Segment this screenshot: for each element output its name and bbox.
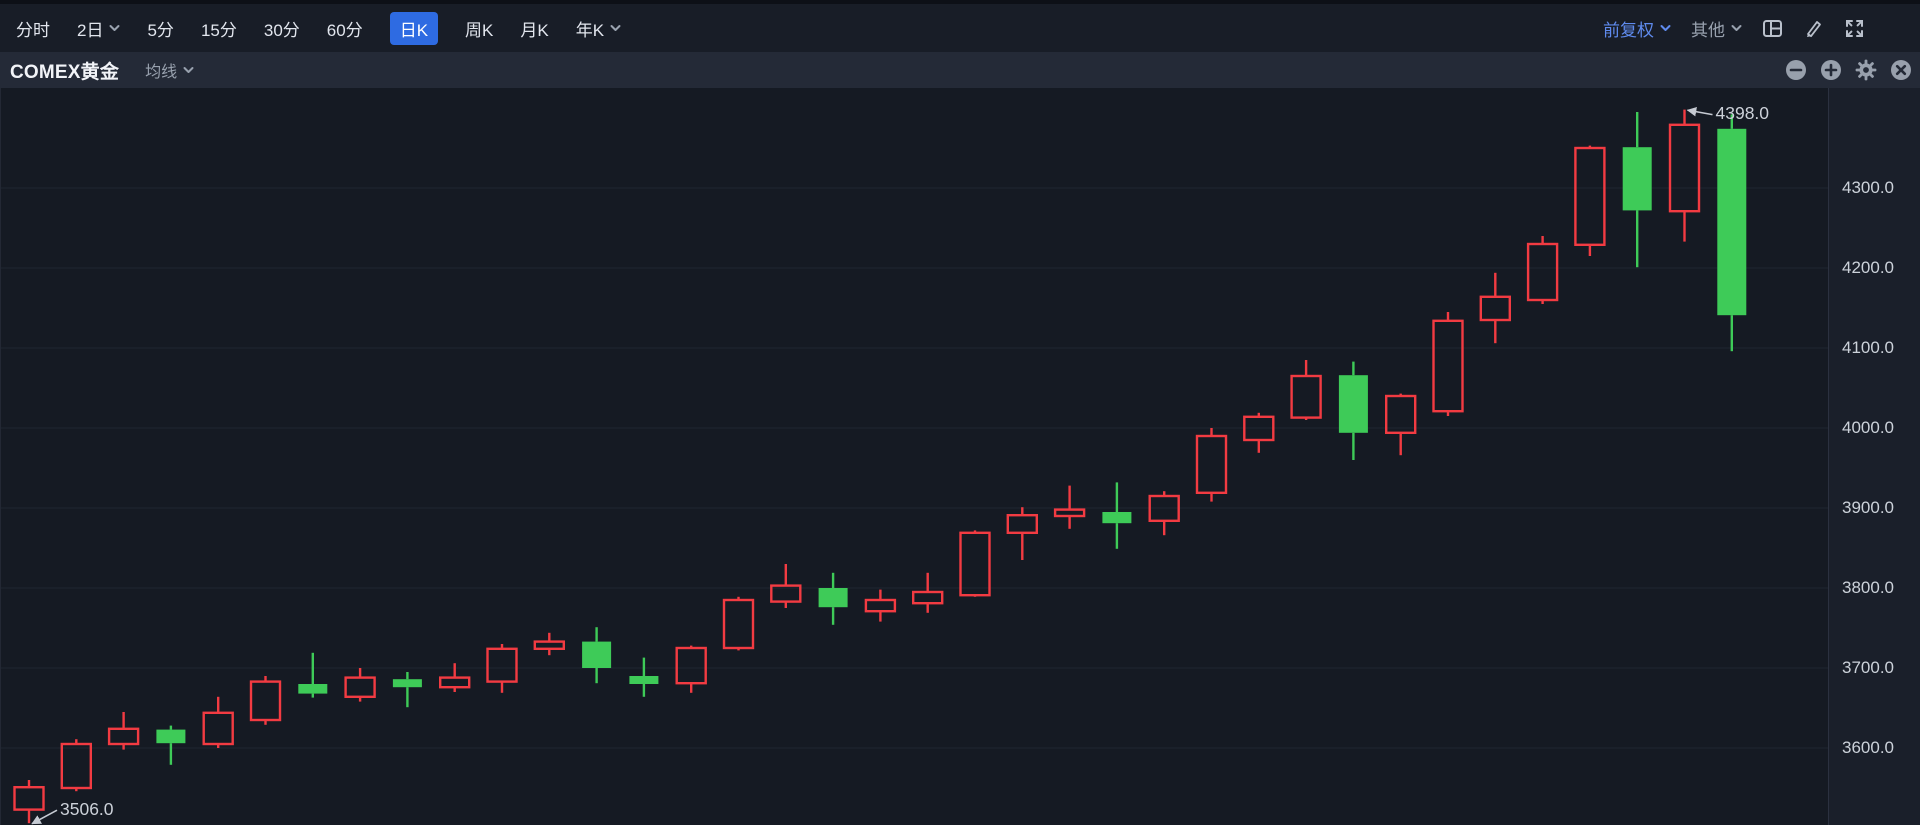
candle-35	[1668, 109, 1701, 242]
candle-11	[533, 632, 565, 656]
tab-label: 日K	[399, 20, 429, 40]
chart-header: COMEX黄金 均线	[0, 52, 1920, 88]
close-icon[interactable]	[1890, 59, 1912, 81]
candle-18	[864, 589, 897, 622]
moving-average-dropdown[interactable]: 均线	[145, 58, 194, 82]
candles-group	[13, 109, 1747, 824]
candle-6	[298, 652, 328, 698]
price-axis: 4300.0 4200.0 4100.0 4000.0 3900.0 3800.0 3700…	[1828, 88, 1920, 825]
tab-分时[interactable]: 分时	[16, 16, 50, 41]
candle-33	[1574, 145, 1606, 256]
candle-13	[629, 657, 659, 697]
adjust-type-dropdown[interactable]: 前复权	[1603, 16, 1671, 41]
tab-5分[interactable]: 5分	[147, 16, 173, 41]
tab-30分[interactable]: 30分	[264, 16, 300, 41]
tab-月K[interactable]: 月K	[520, 16, 548, 41]
y-axis-label: 4200.0	[1842, 258, 1894, 277]
moving-average-label: 均线	[145, 64, 178, 81]
other-label: 其他	[1691, 20, 1725, 40]
candle-30	[1432, 312, 1464, 416]
chevron-down-icon	[1660, 25, 1671, 31]
candle-0	[13, 780, 45, 824]
y-axis-label: 3700.0	[1842, 658, 1894, 677]
candle-15	[722, 596, 755, 651]
price-annotations: 4398.0 3506.0	[31, 103, 1770, 825]
candle-31	[1479, 272, 1512, 344]
candle-23	[1102, 482, 1132, 549]
candle-34	[1622, 112, 1652, 268]
candle-8	[392, 672, 422, 708]
candle-1	[60, 739, 92, 792]
y-axis-label: 3800.0	[1842, 578, 1894, 597]
y-axis-label: 3600.0	[1842, 738, 1894, 757]
toolbar-right-group: 前复权 其他	[1603, 16, 1865, 41]
zoom-out-icon[interactable]	[1785, 59, 1807, 81]
tab-label: 15分	[200, 20, 237, 40]
tab-label: 周K	[465, 20, 494, 40]
y-axis-label: 4000.0	[1842, 418, 1894, 437]
tab-60分[interactable]: 60分	[327, 16, 363, 41]
candle-20	[959, 530, 991, 597]
y-axis-label: 4300.0	[1842, 178, 1894, 197]
period-tabs: 分时 2日 5分 15分 30分 60分 日K 周K 月K 年K	[16, 11, 621, 45]
gridlines	[1, 187, 1828, 749]
candle-27	[1290, 360, 1322, 420]
window-top-strip	[0, 0, 1920, 4]
layout-grid-icon[interactable]	[1762, 18, 1783, 39]
candle-24	[1148, 491, 1180, 536]
candle-26	[1243, 412, 1275, 453]
y-axis-label: 4100.0	[1842, 338, 1894, 357]
settings-gear-icon[interactable]	[1855, 59, 1877, 81]
candle-9	[439, 663, 471, 692]
price-annotation-label: 3506.0	[60, 799, 114, 819]
candle-12	[582, 627, 612, 684]
price-annotation-label: 4398.0	[1716, 103, 1770, 123]
chevron-down-icon	[183, 67, 194, 73]
tab-label: 年K	[575, 20, 605, 40]
tab-label: 2日	[77, 20, 104, 40]
candle-16	[770, 564, 802, 608]
candle-14	[675, 645, 707, 693]
candle-2	[107, 712, 140, 750]
tab-15分[interactable]: 15分	[201, 16, 237, 41]
tab-2日[interactable]: 2日	[77, 16, 120, 41]
candle-22	[1053, 485, 1086, 529]
candle-19	[912, 572, 944, 613]
tab-label: 60分	[326, 20, 363, 40]
chart-header-icons	[1785, 59, 1912, 81]
tab-日K[interactable]: 日K	[389, 11, 439, 45]
symbol-title: COMEX黄金	[10, 61, 120, 83]
candlestick-chart-area[interactable]: 4398.0 3506.0 4300.0 4200.0 4100.0 4000.0 390…	[0, 88, 1920, 825]
candle-29	[1384, 393, 1417, 456]
candle-5	[249, 676, 282, 725]
chevron-down-icon	[109, 25, 120, 31]
period-toolbar: 分时 2日 5分 15分 30分 60分 日K 周K 月K 年K 前复权 其他	[0, 4, 1920, 52]
tab-label: 月K	[520, 20, 549, 40]
tab-年K[interactable]: 年K	[576, 16, 621, 41]
candle-3	[156, 725, 186, 765]
chevron-down-icon	[610, 25, 621, 31]
tab-周K[interactable]: 周K	[465, 16, 493, 41]
expand-icon[interactable]	[1844, 18, 1865, 39]
candle-7	[344, 668, 376, 702]
candle-21	[1006, 507, 1038, 560]
candle-4	[202, 696, 234, 748]
candle-25	[1195, 428, 1228, 502]
other-dropdown[interactable]: 其他	[1691, 16, 1742, 41]
tab-label: 30分	[263, 20, 300, 40]
chevron-down-icon	[1731, 25, 1742, 31]
candle-10	[486, 644, 518, 693]
candlestick-plot: 4398.0 3506.0	[1, 103, 1828, 825]
y-axis-label: 3900.0	[1842, 498, 1894, 517]
brush-icon[interactable]	[1803, 18, 1824, 39]
candle-36	[1717, 114, 1747, 352]
adjust-type-label: 前复权	[1603, 20, 1654, 40]
candle-32	[1526, 236, 1559, 304]
zoom-in-icon[interactable]	[1820, 59, 1842, 81]
candle-17	[818, 572, 848, 625]
tab-label: 5分	[147, 20, 174, 40]
candle-28	[1338, 361, 1368, 460]
tab-label: 分时	[16, 20, 50, 40]
